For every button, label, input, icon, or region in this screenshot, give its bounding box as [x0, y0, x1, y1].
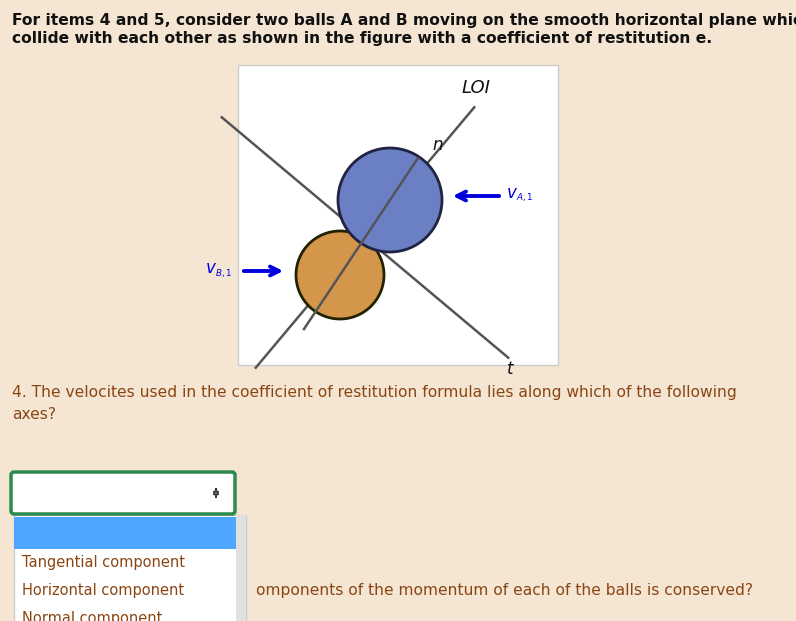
Circle shape — [296, 231, 384, 319]
Text: For items 4 and 5, consider two balls A and B moving on the smooth horizontal pl: For items 4 and 5, consider two balls A … — [12, 13, 796, 28]
Text: $v$: $v$ — [506, 184, 518, 202]
Text: n: n — [433, 136, 443, 154]
Text: Normal component: Normal component — [22, 612, 162, 621]
Text: $v$: $v$ — [205, 259, 217, 277]
FancyBboxPatch shape — [236, 515, 246, 621]
Text: axes?: axes? — [12, 407, 57, 422]
Text: collide with each other as shown in the figure with a coefficient of restitution: collide with each other as shown in the … — [12, 31, 712, 46]
Text: 4. The velocites used in the coefficient of restitution formula lies along which: 4. The velocites used in the coefficient… — [12, 385, 737, 400]
Text: $_{A,1}$: $_{A,1}$ — [516, 191, 533, 204]
Text: LOI: LOI — [462, 79, 490, 97]
FancyBboxPatch shape — [14, 515, 246, 621]
Text: omponents of the momentum of each of the balls is conserved?: omponents of the momentum of each of the… — [256, 584, 753, 599]
FancyBboxPatch shape — [11, 472, 235, 514]
Text: Horizontal component: Horizontal component — [22, 584, 184, 599]
FancyBboxPatch shape — [238, 65, 558, 365]
Text: ⬡: ⬡ — [216, 492, 217, 494]
Text: t: t — [507, 360, 513, 378]
FancyBboxPatch shape — [14, 517, 246, 549]
Circle shape — [338, 148, 442, 252]
Text: Tangential component: Tangential component — [22, 556, 185, 571]
Text: $_{B,1}$: $_{B,1}$ — [215, 266, 232, 279]
